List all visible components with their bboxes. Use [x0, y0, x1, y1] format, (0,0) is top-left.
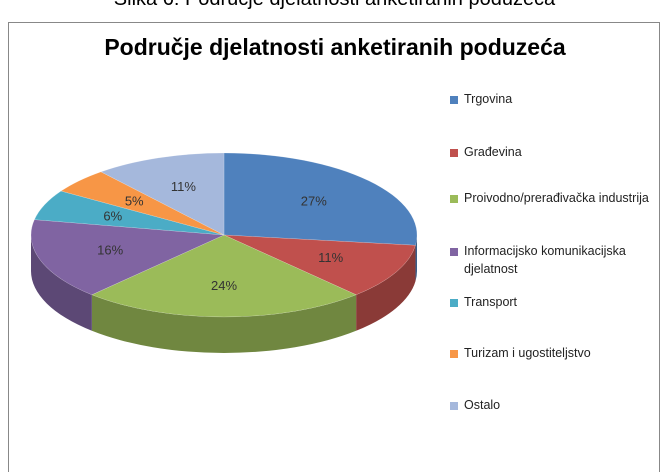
- legend-label: Informacijsko komunikacijska djelatnost: [464, 244, 626, 276]
- legend-item: Proivodno/prerađivačka industrija: [450, 191, 650, 207]
- legend-item: Informacijsko komunikacijska djelatnost: [450, 244, 650, 278]
- data-label: 5%: [125, 193, 144, 208]
- data-label: 27%: [301, 193, 327, 208]
- legend-label: Proivodno/prerađivačka industrija: [464, 191, 649, 205]
- caption: Slika 6: Područje djelatnosti anketirani…: [0, 0, 669, 11]
- legend-item: Turizam i ugostiteljstvo: [450, 346, 650, 362]
- slice: [91, 234, 357, 318]
- legend-swatch: [450, 96, 458, 104]
- data-label: 24%: [211, 278, 237, 293]
- data-label: 11%: [318, 250, 343, 265]
- legend-swatch: [450, 402, 458, 410]
- slice-side: [91, 294, 357, 353]
- slice: [34, 190, 225, 236]
- data-label: 16%: [97, 243, 123, 258]
- data-label: 6%: [103, 208, 122, 223]
- legend-label: Trgovina: [464, 92, 513, 106]
- legend-swatch: [450, 350, 458, 358]
- slice-side: [415, 235, 417, 282]
- legend-swatch: [450, 195, 458, 203]
- legend-item: Ostalo: [450, 398, 650, 414]
- legend-item: Građevina: [450, 145, 650, 161]
- slice: [100, 152, 225, 236]
- slice-side: [31, 235, 92, 331]
- slice-side: [356, 245, 416, 331]
- slice: [60, 171, 225, 236]
- legend-label: Turizam i ugostiteljstvo: [464, 346, 591, 360]
- chart-title: Područje djelatnosti anketiranih poduzeć…: [104, 34, 566, 60]
- legend-item: Transport: [450, 295, 650, 311]
- slice: [223, 234, 416, 296]
- legend-swatch: [450, 149, 458, 157]
- legend-label: Ostalo: [464, 398, 501, 412]
- slice: [223, 152, 418, 246]
- slice: [30, 219, 225, 296]
- legend-item: Trgovina: [450, 92, 650, 108]
- legend-swatch: [450, 248, 458, 256]
- legend-label: Transport: [464, 295, 518, 309]
- data-label: 11%: [171, 179, 196, 194]
- legend-label: Građevina: [464, 145, 522, 159]
- legend-swatch: [450, 299, 458, 307]
